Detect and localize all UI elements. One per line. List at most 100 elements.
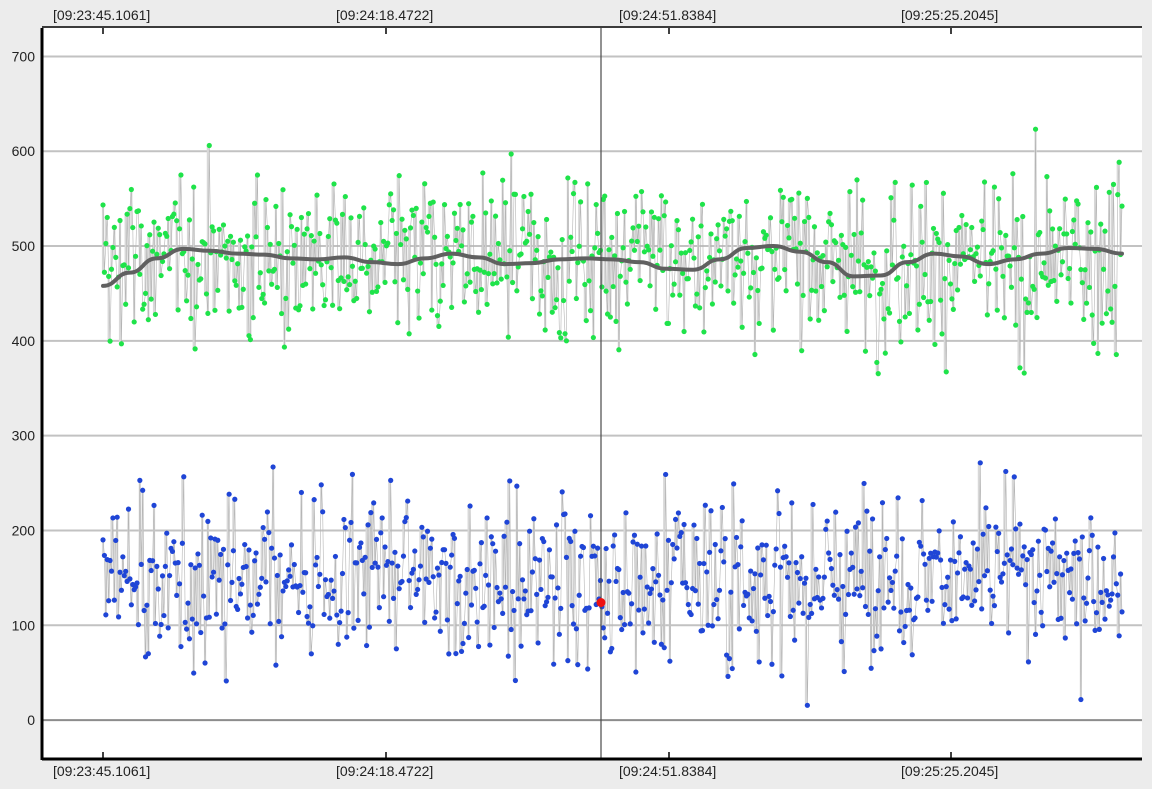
blue-point bbox=[528, 608, 534, 614]
green-point bbox=[777, 187, 784, 193]
green-point bbox=[655, 216, 662, 222]
green-point bbox=[123, 301, 129, 307]
blue-point bbox=[288, 542, 295, 548]
green-point bbox=[1045, 282, 1051, 288]
blue-point bbox=[468, 602, 475, 608]
blue-point bbox=[818, 605, 825, 611]
green-point bbox=[755, 287, 761, 294]
green-point bbox=[388, 191, 394, 197]
blue-point bbox=[320, 509, 326, 515]
green-point bbox=[595, 230, 601, 236]
green-point bbox=[229, 256, 235, 263]
green-point bbox=[415, 288, 421, 294]
blue-point bbox=[328, 577, 334, 583]
green-point bbox=[668, 243, 674, 249]
blue-point bbox=[266, 529, 272, 536]
green-point bbox=[1051, 277, 1057, 284]
green-point bbox=[347, 282, 353, 288]
green-point bbox=[1071, 217, 1077, 223]
blue-point bbox=[711, 601, 717, 608]
blue-point bbox=[945, 574, 951, 580]
blue-point bbox=[835, 596, 842, 602]
blue-point bbox=[926, 555, 932, 561]
blue-point bbox=[954, 570, 961, 576]
green-point bbox=[426, 213, 432, 220]
blue-point bbox=[629, 601, 635, 607]
green-point bbox=[392, 279, 398, 285]
blue-point bbox=[763, 542, 769, 548]
green-point bbox=[280, 187, 286, 193]
y-tick-label: 400 bbox=[12, 333, 36, 349]
blue-point bbox=[443, 560, 449, 566]
blue-point bbox=[766, 593, 772, 599]
green-point bbox=[1065, 275, 1071, 282]
blue-point bbox=[395, 563, 401, 569]
blue-point bbox=[368, 510, 374, 516]
green-point bbox=[1105, 288, 1111, 294]
blue-point bbox=[538, 586, 544, 593]
blue-point bbox=[838, 639, 844, 645]
blue-point bbox=[491, 624, 497, 631]
blue-point bbox=[127, 576, 133, 582]
blue-point bbox=[145, 651, 151, 657]
green-point bbox=[375, 284, 381, 290]
blue-point bbox=[108, 568, 115, 574]
blue-point bbox=[305, 620, 312, 626]
blue-point bbox=[430, 574, 436, 580]
green-point bbox=[247, 336, 253, 343]
blue-point bbox=[206, 614, 212, 620]
green-point bbox=[868, 264, 874, 270]
blue-point bbox=[148, 567, 154, 574]
green-point bbox=[178, 172, 184, 178]
green-point bbox=[295, 307, 302, 313]
blue-point bbox=[587, 513, 594, 519]
blue-point bbox=[123, 568, 129, 574]
blue-point bbox=[432, 615, 438, 621]
blue-point bbox=[417, 563, 424, 569]
green-point bbox=[130, 224, 136, 231]
green-point bbox=[794, 281, 801, 287]
blue-point bbox=[193, 621, 200, 627]
green-point bbox=[203, 291, 210, 297]
blue-point bbox=[1024, 556, 1030, 563]
green-point bbox=[695, 234, 701, 240]
trend-line bbox=[101, 244, 1124, 288]
blue-point bbox=[519, 577, 526, 583]
blue-point bbox=[1098, 589, 1104, 595]
green-point bbox=[172, 200, 178, 206]
blue-point bbox=[794, 569, 801, 576]
green-point bbox=[663, 199, 669, 205]
blue-point bbox=[851, 591, 857, 597]
blue-point bbox=[458, 648, 465, 655]
blue-point bbox=[390, 595, 397, 601]
blue-point bbox=[712, 541, 718, 548]
blue-point bbox=[249, 629, 255, 635]
green-point bbox=[281, 344, 288, 350]
green-point bbox=[1007, 263, 1013, 269]
green-point bbox=[543, 216, 550, 223]
green-point bbox=[590, 334, 596, 341]
blue-point bbox=[174, 592, 180, 599]
blue-point bbox=[361, 591, 367, 597]
green-point bbox=[718, 283, 724, 289]
green-point bbox=[212, 307, 218, 313]
blue-point bbox=[191, 670, 197, 676]
green-point bbox=[915, 327, 921, 333]
blue-point bbox=[179, 540, 185, 546]
green-point bbox=[609, 234, 615, 241]
green-point bbox=[936, 239, 942, 246]
blue-point bbox=[351, 625, 357, 631]
green-point bbox=[386, 202, 392, 208]
blue-point bbox=[222, 621, 228, 627]
blue-point bbox=[254, 601, 261, 607]
green-point bbox=[1079, 280, 1085, 286]
cursor-line[interactable] bbox=[596, 28, 606, 758]
blue-point bbox=[218, 551, 224, 558]
blue-point bbox=[413, 591, 419, 597]
blue-point bbox=[1109, 591, 1115, 597]
blue-point bbox=[447, 564, 453, 570]
blue-point bbox=[209, 574, 215, 580]
green-point bbox=[685, 276, 691, 282]
green-point bbox=[940, 190, 947, 196]
blue-point bbox=[854, 586, 860, 592]
